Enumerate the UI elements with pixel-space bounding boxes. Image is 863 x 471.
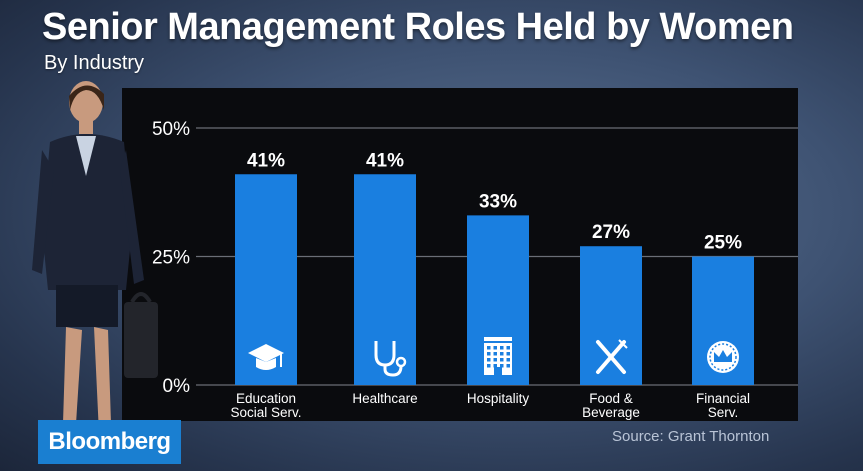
businesswoman-figure — [32, 81, 158, 462]
stethoscope-icon — [374, 341, 407, 377]
y-tick-label: 25% — [152, 248, 190, 269]
chart-subtitle: By Industry — [44, 52, 145, 74]
x-category-label: Financial — [696, 391, 750, 406]
x-category-label: Social Serv. — [230, 405, 301, 420]
x-category-label: Serv. — [708, 405, 739, 420]
bar — [354, 174, 416, 385]
bar — [580, 246, 642, 385]
x-category-label: Food & — [589, 391, 633, 406]
bar-value-label: 33% — [479, 191, 517, 212]
y-tick-label: 50% — [152, 119, 190, 140]
bar-value-label: 25% — [704, 233, 742, 254]
chart-panel — [122, 88, 798, 421]
x-category-label: Healthcare — [352, 391, 417, 406]
x-category-label: Beverage — [582, 405, 640, 420]
bar-value-label: 41% — [247, 150, 285, 171]
hotel-icon — [484, 337, 512, 375]
chart-title: Senior Management Roles Held by Women — [42, 6, 794, 48]
x-category-label: Education — [236, 391, 296, 406]
fork-knife-icon — [596, 339, 628, 374]
bar-value-label: 41% — [366, 150, 404, 171]
bar-value-label: 27% — [592, 222, 630, 243]
bloomberg-logo: Bloomberg — [38, 420, 181, 464]
source-note: Source: Grant Thornton — [612, 428, 770, 445]
x-category-label: Hospitality — [467, 391, 530, 406]
graduation-cap-icon — [248, 344, 284, 370]
crown-badge-icon — [707, 341, 739, 373]
y-tick-label: 0% — [163, 376, 191, 397]
